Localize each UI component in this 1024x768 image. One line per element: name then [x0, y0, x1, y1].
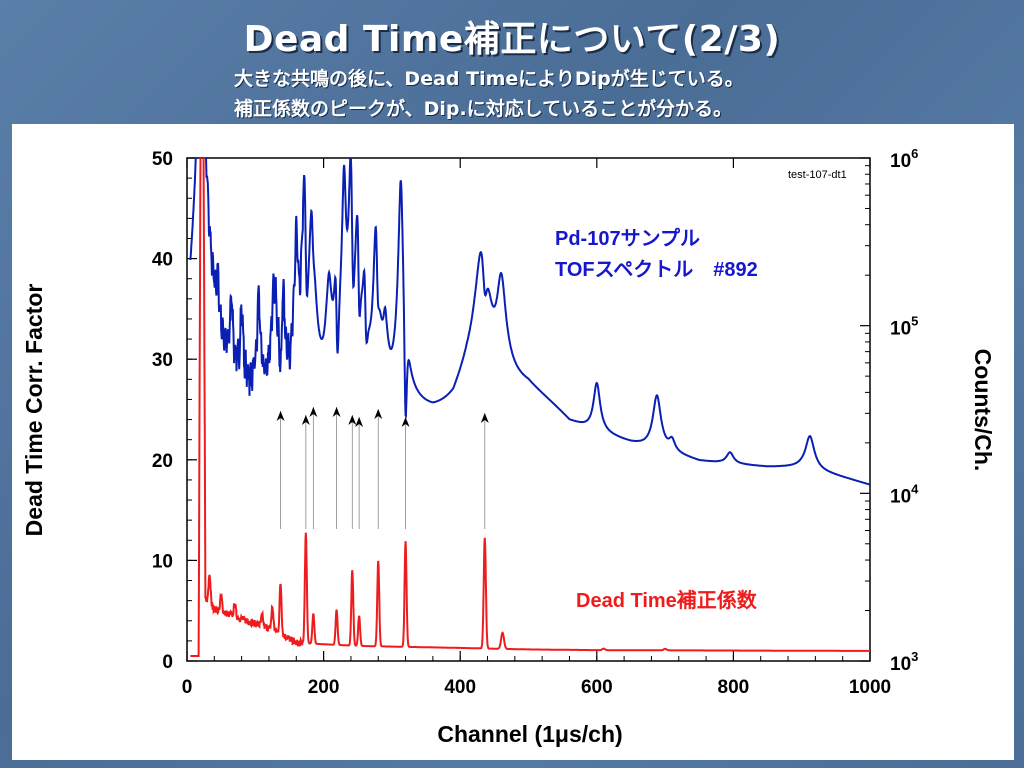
x-tick-label: 600	[581, 677, 613, 698]
correction-label: Dead Time補正係数	[576, 588, 758, 612]
arrow-head	[348, 415, 357, 425]
x-tick-label: 800	[718, 677, 750, 698]
arrow-head	[374, 409, 383, 419]
arrow-head	[301, 415, 310, 425]
plot-frame	[186, 157, 871, 662]
x-tick-label: 200	[308, 677, 340, 698]
x-tick-label: 1000	[849, 677, 891, 698]
x-tick-label: 0	[182, 677, 193, 698]
arrow-head	[401, 417, 410, 427]
y-right-tick-label: 105	[890, 314, 918, 340]
subtitle-line-1: 大きな共鳴の後に、Dead TimeによりDipが生じている。	[234, 68, 744, 90]
arrow-head	[355, 417, 364, 427]
arrow-head	[480, 413, 489, 423]
y-right-tick-label: 106	[890, 146, 918, 172]
y-left-tick-label: 30	[152, 350, 173, 371]
y-left-tick-label: 50	[152, 149, 173, 170]
arrow-head	[332, 407, 341, 417]
subtitle-line-2: 補正係数のピークが、Dip.に対応していることが分かる。	[234, 98, 733, 120]
spectrum-label-line-2: TOFスペクトル #892	[555, 258, 758, 281]
x-axis-label: Channel (1μs/ch)	[437, 721, 622, 747]
spectrum-label-line-1: Pd-107サンプル	[555, 227, 700, 250]
y-left-tick-label: 10	[152, 551, 173, 572]
dead-time-factor-line	[190, 158, 870, 657]
arrow-head	[276, 411, 285, 421]
arrow-head	[309, 407, 318, 417]
y-right-tick-label: 104	[890, 481, 919, 507]
slide-title: Dead Time補正について(2/3)	[243, 19, 781, 60]
y-right-tick-label: 103	[890, 649, 918, 675]
figure-tag: test-107-dt1	[788, 169, 847, 181]
y-left-tick-label: 0	[162, 652, 173, 673]
y-right-axis-label: Counts/Ch.	[970, 349, 996, 472]
chart: Pd-107サンプル TOFスペクトル #892 Dead Time補正係数 t…	[21, 146, 996, 747]
y-left-tick-label: 20	[152, 451, 173, 472]
tof-spectrum-line	[189, 158, 870, 486]
chart-panel: Pd-107サンプル TOFスペクトル #892 Dead Time補正係数 t…	[12, 124, 1014, 760]
y-left-tick-label: 40	[152, 250, 173, 271]
y-left-axis-label: Dead Time Corr. Factor	[21, 284, 47, 537]
x-tick-label: 400	[444, 677, 476, 698]
